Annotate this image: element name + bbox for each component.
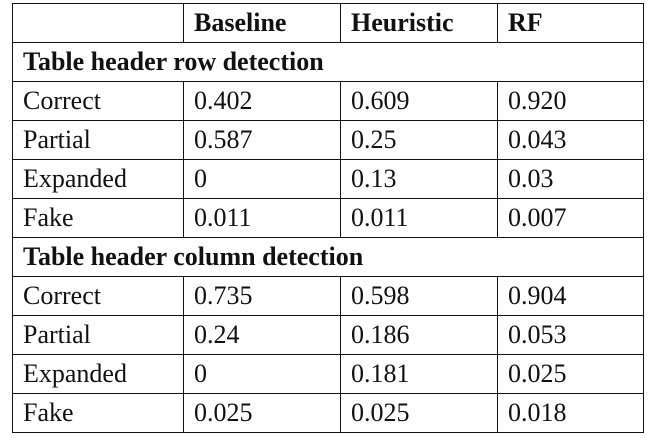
value-cell: 0.025: [497, 354, 644, 394]
table-row: Partial 0.24 0.186 0.053: [12, 315, 644, 355]
row-label: Correct: [12, 276, 184, 316]
table-row: Partial 0.587 0.25 0.043: [12, 120, 644, 160]
value-cell: 0.402: [183, 81, 341, 121]
value-cell: 0.13: [340, 159, 498, 199]
header-cell: Baseline: [183, 3, 341, 43]
table-body: Baseline Heuristic RF Table header row dete…: [12, 3, 644, 433]
table-row: Table header column detection: [12, 237, 644, 277]
value-cell: 0.03: [497, 159, 644, 199]
table-row: Fake 0.011 0.011 0.007: [12, 198, 644, 238]
table-row: Correct 0.402 0.609 0.920: [12, 81, 644, 121]
header-cell: Heuristic: [340, 3, 498, 43]
value-cell: 0.24: [183, 315, 341, 355]
row-label: Partial: [12, 315, 184, 355]
value-cell: 0.011: [340, 198, 498, 238]
section-title: Table header row detection: [12, 42, 644, 82]
row-label: Partial: [12, 120, 184, 160]
value-cell: 0.181: [340, 354, 498, 394]
row-label: Expanded: [12, 354, 184, 394]
value-cell: 0.018: [497, 393, 644, 433]
table-row: Table header row detection: [12, 42, 644, 82]
value-cell: 0.904: [497, 276, 644, 316]
value-cell: 0.011: [183, 198, 341, 238]
value-cell: 0.735: [183, 276, 341, 316]
value-cell: 0.609: [340, 81, 498, 121]
table-row: Fake 0.025 0.025 0.018: [12, 393, 644, 433]
value-cell: 0.186: [340, 315, 498, 355]
value-cell: 0.053: [497, 315, 644, 355]
value-cell: 0.007: [497, 198, 644, 238]
results-table: Baseline Heuristic RF Table header row dete…: [12, 3, 644, 433]
row-label: Correct: [12, 81, 184, 121]
row-label: Expanded: [12, 159, 184, 199]
table-row: Correct 0.735 0.598 0.904: [12, 276, 644, 316]
section-title: Table header column detection: [12, 237, 644, 277]
value-cell: 0.598: [340, 276, 498, 316]
value-cell: 0: [183, 159, 341, 199]
value-cell: 0.025: [183, 393, 341, 433]
value-cell: 0.043: [497, 120, 644, 160]
value-cell: 0.025: [340, 393, 498, 433]
header-cell: [12, 3, 184, 43]
value-cell: 0.25: [340, 120, 498, 160]
value-cell: 0.920: [497, 81, 644, 121]
value-cell: 0: [183, 354, 341, 394]
table-row: Expanded 0 0.13 0.03: [12, 159, 644, 199]
row-label: Fake: [12, 198, 184, 238]
value-cell: 0.587: [183, 120, 341, 160]
header-cell: RF: [497, 3, 644, 43]
table-row: Baseline Heuristic RF: [12, 3, 644, 43]
table-row: Expanded 0 0.181 0.025: [12, 354, 644, 394]
row-label: Fake: [12, 393, 184, 433]
